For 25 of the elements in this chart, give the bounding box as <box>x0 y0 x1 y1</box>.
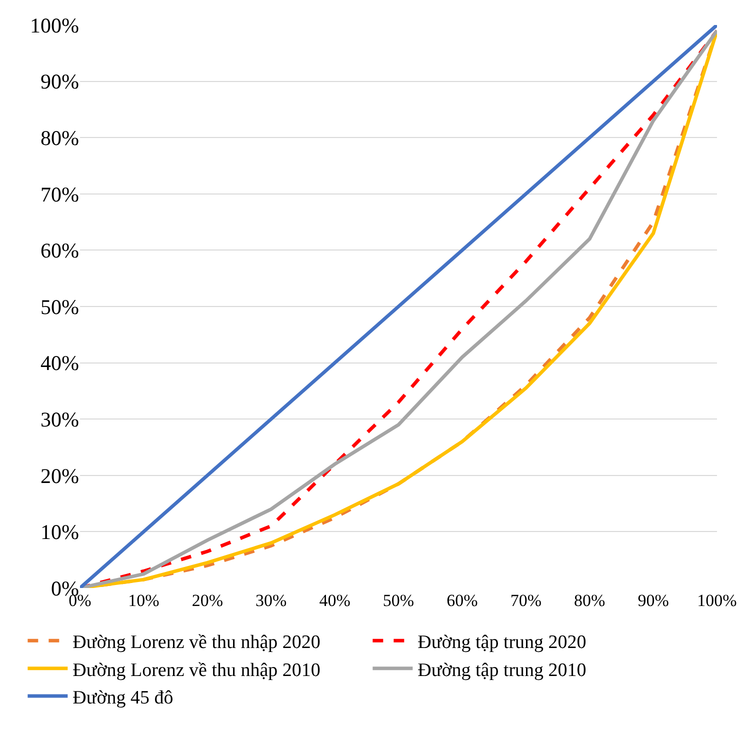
y-tick-label: 10% <box>40 520 79 544</box>
x-tick-label: 70% <box>510 591 542 610</box>
legend-label: Đường tập trung 2010 <box>418 660 586 681</box>
x-tick-label: 50% <box>382 591 414 610</box>
y-tick-label: 80% <box>40 126 79 150</box>
legend-label: Đường 45 đô <box>72 687 174 708</box>
x-tick-label: 100% <box>697 591 737 610</box>
legend-label: Đường Lorenz về thu nhập 2010 <box>72 660 320 681</box>
x-tick-label: 60% <box>446 591 478 610</box>
x-tick-label: 10% <box>128 591 160 610</box>
legend-label: Đường Lorenz về thu nhập 2020 <box>72 632 320 654</box>
legend-label: Đường tập trung 2020 <box>418 632 586 654</box>
y-tick-label: 30% <box>40 407 79 432</box>
y-tick-label: 40% <box>40 351 79 376</box>
x-tick-label: 90% <box>638 591 669 610</box>
y-tick-label: 50% <box>40 294 79 319</box>
y-tick-label: 100% <box>30 13 79 38</box>
x-tick-label: 30% <box>256 591 287 610</box>
y-tick-label: 90% <box>40 70 79 94</box>
y-tick-label: 70% <box>40 182 79 206</box>
y-tick-label: 60% <box>40 238 79 263</box>
x-tick-label: 40% <box>319 591 350 610</box>
y-tick-label: 20% <box>40 464 79 488</box>
x-tick-label: 20% <box>192 591 223 610</box>
x-tick-label: 80% <box>574 591 606 610</box>
